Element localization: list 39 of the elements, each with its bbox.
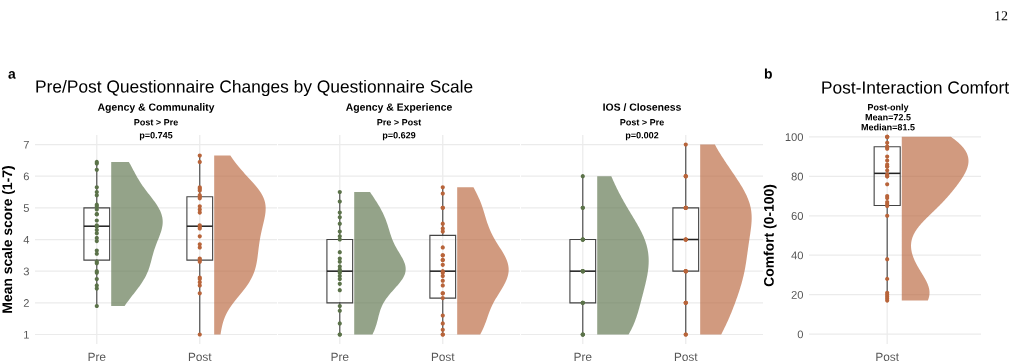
annotation: p=0.002	[625, 132, 659, 141]
y-axis-title: Mean scale score (1-7)	[1, 166, 15, 313]
y-tick-label: 40	[791, 251, 804, 260]
text: a	[8, 71, 16, 79]
x-tick-label: Pre	[574, 352, 592, 361]
x-tick-label: Post	[876, 352, 899, 361]
y-tick-label: 4	[23, 235, 30, 244]
chart-subtitle: Agency & Communality	[97, 103, 215, 113]
y-tick-label: 80	[791, 172, 804, 181]
y-tick-label: 0	[797, 330, 804, 339]
y-tick-label: 2	[23, 299, 29, 307]
y-tick-label: 60	[791, 212, 804, 220]
x-tick-label: Post	[431, 352, 455, 361]
y-tick-label: 3	[23, 267, 29, 276]
y-axis-title: Comfort (0-100)	[763, 184, 777, 287]
text: Post > Pre	[134, 119, 178, 126]
text: b	[764, 68, 772, 79]
annotation: p=0.745	[139, 132, 173, 141]
text: Pre > Post	[377, 119, 422, 126]
chart-title: Post-Interaction Comfort	[822, 80, 1009, 94]
x-tick-label: Post	[188, 352, 212, 361]
y-tick-label: 1	[24, 330, 29, 339]
text: 12	[995, 11, 1008, 21]
text: Post-only	[868, 103, 909, 113]
chart-title: Pre/Post Questionnaire Changes by Questionnaire Scale	[36, 79, 473, 97]
y-tick-label: 20	[791, 290, 804, 299]
y-tick-label: 5	[23, 204, 29, 212]
x-tick-label: Pre	[88, 352, 106, 361]
chart-subtitle: IOS / Closeness	[603, 103, 681, 111]
y-tick-label: 100	[785, 133, 804, 141]
annotation: Median=81.5	[861, 123, 915, 131]
y-tick-label: 7	[23, 140, 29, 149]
y-tick-label: 6	[23, 172, 29, 181]
annotation: p=0.629	[382, 132, 416, 141]
text: Post > Pre	[620, 119, 664, 126]
x-tick-label: Post	[674, 352, 698, 361]
text: Mean=72.5	[865, 114, 911, 121]
x-tick-label: Pre	[331, 352, 349, 361]
chart-subtitle: Agency & Experience	[346, 103, 452, 113]
